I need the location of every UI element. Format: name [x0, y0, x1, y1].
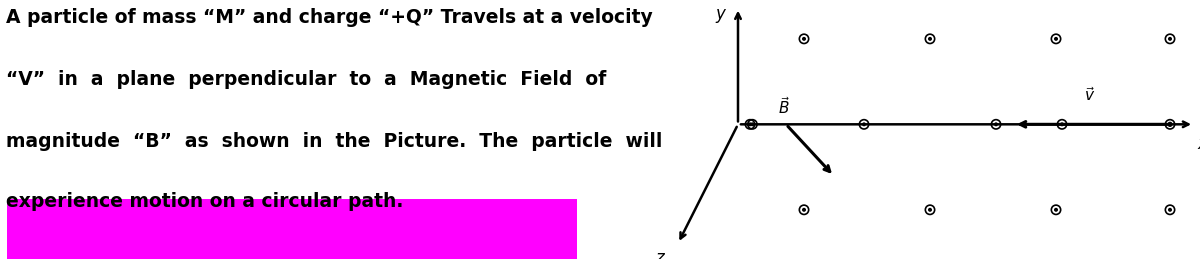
Ellipse shape — [751, 123, 754, 126]
Ellipse shape — [1169, 123, 1171, 126]
Text: “V”  in  a  plane  perpendicular  to  a  Magnetic  Field  of: “V” in a plane perpendicular to a Magnet… — [6, 70, 606, 89]
Ellipse shape — [1169, 208, 1171, 211]
Text: y: y — [715, 5, 725, 23]
Ellipse shape — [803, 38, 805, 40]
Text: $\vec{v}$: $\vec{v}$ — [1084, 86, 1096, 104]
Ellipse shape — [1055, 38, 1057, 40]
Ellipse shape — [1061, 123, 1063, 126]
Text: experience motion on a circular path.: experience motion on a circular path. — [6, 192, 403, 211]
Text: $\vec{B}$: $\vec{B}$ — [778, 96, 790, 117]
Ellipse shape — [929, 38, 931, 40]
Ellipse shape — [1055, 208, 1057, 211]
Ellipse shape — [1168, 123, 1172, 126]
Ellipse shape — [803, 208, 805, 211]
Text: z: z — [655, 249, 664, 259]
Ellipse shape — [749, 123, 751, 126]
Ellipse shape — [1169, 38, 1171, 40]
Text: magnitude  “B”  as  shown  in  the  Picture.  The  particle  will: magnitude “B” as shown in the Picture. T… — [6, 132, 662, 151]
Text: A particle of mass “M” and charge “+Q” Travels at a velocity: A particle of mass “M” and charge “+Q” T… — [6, 8, 653, 27]
Bar — [7, 199, 577, 259]
Ellipse shape — [863, 123, 865, 126]
Ellipse shape — [929, 208, 931, 211]
Ellipse shape — [995, 123, 997, 126]
Text: x: x — [1198, 135, 1200, 153]
